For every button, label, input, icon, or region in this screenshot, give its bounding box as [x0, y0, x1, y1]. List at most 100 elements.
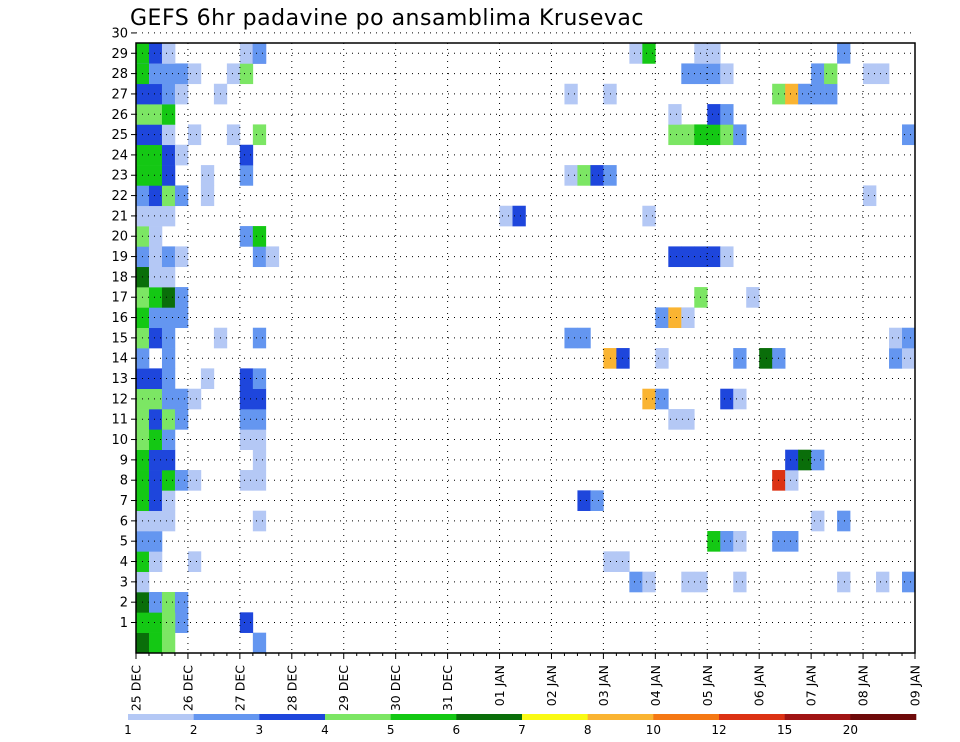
x-axis: 25 DEC 26 DEC 27 DEC 28 DEC 29 DEC 30 DEC 31 D…: [129, 653, 923, 711]
heatmap-cell: [148, 368, 163, 390]
y-tick-label: 10: [111, 433, 128, 448]
heatmap-cell: [161, 388, 176, 410]
y-tick-label: 21: [111, 209, 128, 224]
colorbar-label: 15: [777, 723, 792, 737]
heatmap-cell: [512, 205, 526, 227]
colorbar-label: 6: [453, 723, 461, 737]
y-tick-label: 30: [111, 26, 128, 41]
colorbar-segment: [456, 714, 523, 720]
colorbar-label: 8: [584, 723, 592, 737]
heatmap-cell: [733, 348, 747, 369]
heatmap-cell: [148, 124, 163, 146]
heatmap-cell: [148, 63, 163, 85]
y-tick-label: 11: [111, 413, 128, 428]
heatmap-cell: [798, 83, 812, 105]
heatmap-cell: [148, 388, 163, 410]
colorbar-segment: [522, 714, 588, 720]
heatmap-cell: [252, 43, 267, 64]
heatmap-cell: [902, 571, 916, 593]
heatmap-cell: [707, 63, 721, 85]
heatmap-cell: [681, 307, 695, 329]
heatmap-cell: [577, 327, 591, 349]
y-tick-label: 1: [120, 616, 128, 631]
heatmap-cell: [902, 348, 916, 369]
heatmap-cell: [174, 612, 189, 633]
heatmap-cell: [148, 185, 163, 207]
x-tick-label: 02 JAN: [544, 665, 559, 706]
heatmap-cell: [161, 144, 176, 166]
heatmap-cell: [161, 124, 176, 146]
heatmap-cell: [252, 449, 267, 471]
heatmap-cell: [616, 551, 630, 572]
colorbar-label: 4: [321, 723, 329, 737]
heatmap-cell: [811, 510, 825, 532]
x-tick-label: 26 DEC: [180, 665, 195, 711]
heatmap-cell: [590, 490, 604, 511]
heatmap-cell: [161, 165, 176, 186]
heatmap-cell: [837, 510, 851, 532]
heatmap-cell: [148, 266, 163, 288]
heatmap-cell: [668, 124, 682, 146]
heatmap-cell: [824, 83, 838, 105]
heatmap-cell: [161, 104, 176, 125]
heatmap-cell: [148, 551, 163, 572]
heatmap-cell: [187, 63, 202, 85]
x-tick-label: 06 JAN: [752, 665, 767, 706]
heatmap-cell: [668, 409, 682, 430]
heatmap-cell: [174, 63, 189, 85]
heatmap-cell: [161, 43, 176, 64]
heatmap-cell: [733, 531, 747, 552]
heatmap-cell: [148, 246, 163, 268]
heatmap-cell: [889, 327, 903, 349]
heatmap-cell: [239, 409, 254, 430]
heatmap-cell: [863, 185, 877, 207]
heatmap-cell: [642, 205, 656, 227]
heatmap-cell: [252, 470, 267, 491]
heatmap-cell: [239, 43, 254, 64]
heatmap-cell: [252, 409, 267, 430]
heatmap-cell: [733, 571, 747, 593]
heatmap-cell: [720, 388, 734, 410]
heatmap-cell: [148, 327, 163, 349]
heatmap-cell: [746, 287, 760, 308]
y-tick-label: 23: [111, 169, 128, 184]
heatmap-cell: [200, 185, 215, 207]
heatmap-cell: [642, 388, 656, 410]
heatmap-cell: [733, 124, 747, 146]
heatmap-cell: [720, 104, 734, 125]
heatmap-cell: [668, 246, 682, 268]
heatmap-cell: [226, 124, 241, 146]
heatmap-cell: [226, 63, 241, 85]
y-tick-label: 9: [120, 453, 128, 468]
heatmap-cell: [148, 470, 163, 491]
heatmap-cell: [811, 449, 825, 471]
heatmap-cell: [148, 632, 163, 653]
x-tick-label: 09 JAN: [908, 665, 923, 706]
heatmap-cell: [681, 246, 695, 268]
heatmap-cell: [785, 83, 799, 105]
x-tick-label: 28 DEC: [284, 665, 299, 711]
heatmap-cell: [252, 632, 267, 653]
y-tick-label: 14: [111, 352, 128, 367]
heatmap-cell: [174, 307, 189, 329]
heatmap-cell: [161, 185, 176, 207]
heatmap-cell: [239, 470, 254, 491]
heatmap-cell: [642, 43, 656, 64]
heatmap-cell: [876, 63, 890, 85]
heatmap-cell: [148, 226, 163, 247]
heatmap-cell: [161, 348, 176, 369]
heatmap-cell: [811, 63, 825, 85]
heatmap-cell: [148, 490, 163, 511]
heatmap-cell: [239, 388, 254, 410]
heatmap-cell: [239, 165, 254, 186]
heatmap-cell: [239, 429, 254, 450]
heatmap-cell: [200, 165, 215, 186]
colorbar-segment: [850, 714, 917, 720]
heatmap-cell: [174, 287, 189, 308]
heatmap-cell: [564, 165, 578, 186]
heatmap-cell: [629, 571, 643, 593]
colorbar-segment: [587, 714, 654, 720]
heatmap-cell: [148, 429, 163, 450]
heatmap-cell: [187, 388, 202, 410]
